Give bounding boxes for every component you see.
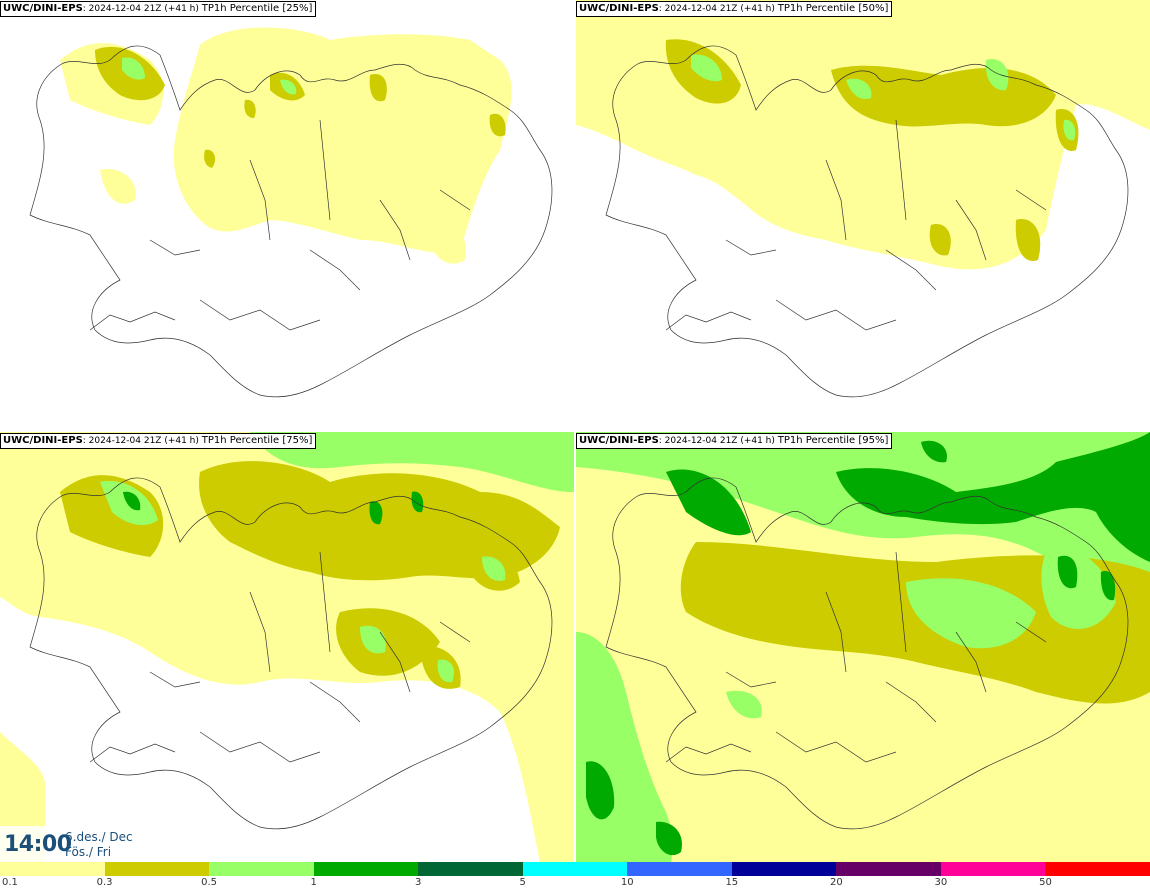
colorbar-tick-label: 5 [519, 877, 526, 888]
map-panel-p75: UWC/DINI-EPS: 2024-12-04 21Z (+41 h) TP1… [0, 432, 574, 863]
colorbar-legend: 0.1 0.3 0.5 1 3 5 10 15 20 30 50 [0, 862, 1150, 891]
map-panel-p95: UWC/DINI-EPS: 2024-12-04 21Z (+41 h) TP1… [576, 432, 1150, 863]
colorbar-swatch [104, 862, 210, 876]
colorbar-swatch [313, 862, 419, 876]
colorbar-tick-label: 0.3 [96, 877, 113, 888]
precip-fill [576, 432, 1150, 863]
map-panel-p50: UWC/DINI-EPS: 2024-12-04 21Z (+41 h) TP1… [576, 0, 1150, 431]
colorbar-tick-label: 0.1 [2, 877, 18, 888]
precip-map [576, 0, 1150, 398]
colorbar-tick-label: 15 [725, 877, 739, 888]
panel-title: UWC/DINI-EPS: 2024-12-04 21Z (+41 h) TP1… [0, 433, 317, 449]
coastline [605, 477, 1129, 830]
colorbar-strip [0, 862, 1150, 876]
precip-map [0, 432, 574, 863]
valid-time-day: Fös./ Fri [65, 845, 112, 859]
colorbar-swatch [1045, 862, 1150, 876]
colorbar-tick-label: 30 [934, 877, 948, 888]
precip-fill [60, 27, 512, 264]
panel-title: UWC/DINI-EPS: 2024-12-04 21Z (+41 h) TP1… [0, 1, 317, 17]
coastline [29, 477, 553, 830]
colorbar-tick-label: 10 [620, 877, 634, 888]
coastline [29, 45, 553, 398]
precip-map [576, 432, 1150, 863]
precip-fill [576, 0, 1150, 270]
coastline [605, 45, 1129, 398]
colorbar-tick-label: 20 [829, 877, 843, 888]
colorbar-tick-label: 50 [1039, 877, 1052, 888]
colorbar-swatch [418, 862, 523, 876]
colorbar-swatch [627, 862, 732, 876]
colorbar-swatch [731, 862, 837, 876]
colorbar-tick-label: 0.5 [201, 877, 218, 888]
panel-title: UWC/DINI-EPS: 2024-12-04 21Z (+41 h) TP1… [576, 1, 893, 17]
colorbar-swatch [209, 862, 314, 876]
valid-time-hour: 14:00 [4, 832, 72, 857]
valid-time-box: 14:00 6.des./ Dec Fös./ Fri [0, 826, 160, 862]
precip-map [29, 27, 553, 398]
panel-title: UWC/DINI-EPS: 2024-12-04 21Z (+41 h) TP1… [576, 433, 893, 449]
colorbar-swatch [522, 862, 628, 876]
colorbar-tick-label: 3 [414, 877, 422, 888]
colorbar-tick-label: 1 [310, 877, 317, 888]
colorbar-swatch [0, 862, 105, 876]
colorbar-swatch [940, 862, 1046, 876]
precip-fill [0, 432, 574, 863]
colorbar-swatch [836, 862, 941, 876]
map-panel-p25: UWC/DINI-EPS: 2024-12-04 21Z (+41 h) TP1… [0, 0, 574, 431]
valid-time-date: 6.des./ Dec [65, 830, 133, 844]
